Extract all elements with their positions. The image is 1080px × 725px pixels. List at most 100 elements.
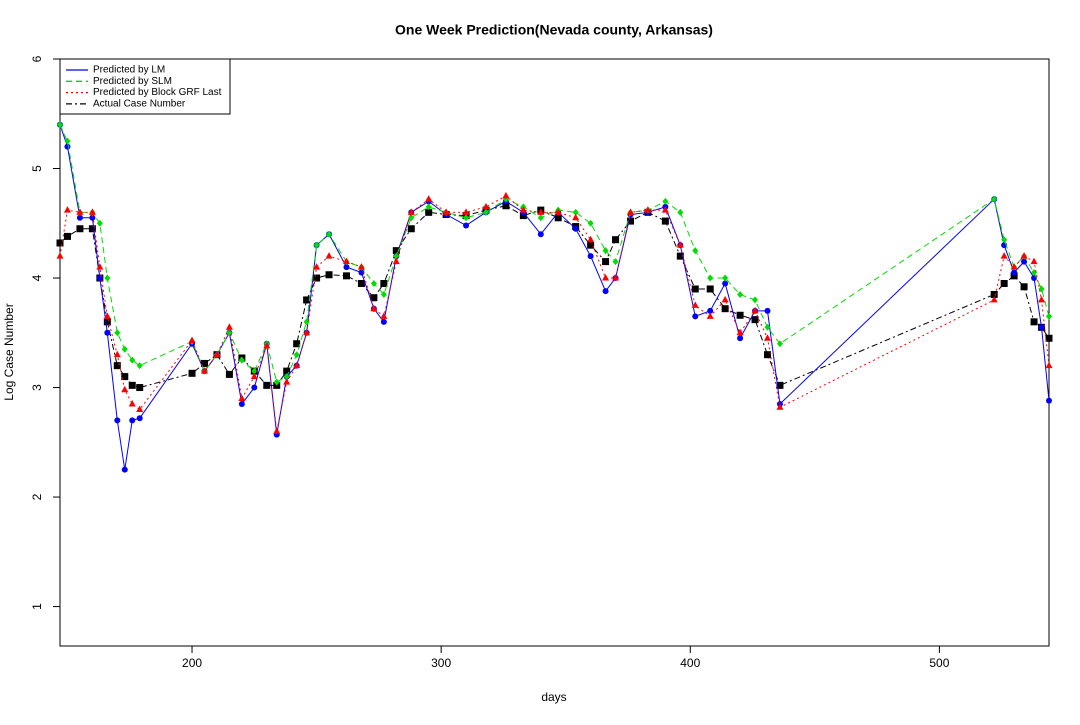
point xyxy=(313,241,320,249)
point xyxy=(763,351,771,359)
y-tick-label: 4 xyxy=(30,274,44,281)
legend-label: Predicted by Block GRF Last xyxy=(93,87,222,98)
point xyxy=(380,280,388,288)
y-tick-label: 5 xyxy=(30,165,44,172)
point xyxy=(737,335,744,342)
point xyxy=(407,208,415,215)
point xyxy=(587,253,594,260)
point xyxy=(57,121,63,129)
point xyxy=(88,225,96,233)
point xyxy=(1020,252,1028,259)
point xyxy=(407,225,415,233)
point xyxy=(114,417,121,424)
point xyxy=(313,274,321,282)
point xyxy=(502,202,510,210)
point xyxy=(357,263,365,270)
point xyxy=(662,197,669,205)
point xyxy=(776,381,784,389)
point xyxy=(136,405,144,412)
y-axis-label: Log Case Number xyxy=(2,303,16,400)
point xyxy=(676,241,684,248)
point xyxy=(1046,397,1052,404)
point xyxy=(751,306,759,314)
point xyxy=(442,208,450,215)
point xyxy=(63,232,71,240)
point xyxy=(776,403,784,410)
point xyxy=(706,312,714,319)
point xyxy=(1010,263,1018,270)
y-tick-label: 1 xyxy=(30,603,44,610)
point xyxy=(326,230,333,238)
x-tick-label: 500 xyxy=(929,656,949,670)
point xyxy=(56,252,64,259)
point xyxy=(1045,334,1053,342)
point xyxy=(626,208,634,215)
point xyxy=(661,206,669,213)
point xyxy=(691,285,699,293)
point xyxy=(188,369,196,377)
y-tick-label: 2 xyxy=(30,493,44,500)
x-tick-label: 300 xyxy=(431,656,451,670)
point xyxy=(188,336,196,343)
point xyxy=(293,351,300,359)
point xyxy=(96,219,103,227)
series-line xyxy=(59,205,1050,389)
point xyxy=(587,235,595,243)
point xyxy=(463,222,470,229)
point xyxy=(303,328,311,336)
point xyxy=(554,214,562,222)
point xyxy=(1038,295,1046,303)
point xyxy=(325,271,333,279)
point xyxy=(370,280,377,288)
point xyxy=(537,231,544,238)
point xyxy=(64,137,71,145)
point xyxy=(612,258,619,266)
point xyxy=(990,290,998,298)
point xyxy=(587,241,595,249)
point xyxy=(1038,324,1045,331)
point xyxy=(763,334,771,341)
point xyxy=(425,195,433,202)
point xyxy=(707,274,714,282)
point xyxy=(612,274,620,281)
point xyxy=(1001,236,1008,244)
point xyxy=(136,362,143,370)
point xyxy=(425,208,433,216)
point xyxy=(96,263,104,270)
point xyxy=(602,258,610,266)
point xyxy=(358,269,365,276)
point xyxy=(737,290,744,298)
y-tick-label: 3 xyxy=(30,384,44,391)
point xyxy=(736,328,744,336)
point xyxy=(370,304,378,312)
point xyxy=(342,257,350,265)
point xyxy=(76,208,84,215)
point xyxy=(721,305,729,313)
point xyxy=(764,323,771,331)
point xyxy=(752,296,759,304)
legend-label: Predicted by SLM xyxy=(93,76,172,87)
point xyxy=(283,378,291,385)
point xyxy=(104,329,111,336)
point xyxy=(519,206,527,213)
point xyxy=(722,274,729,282)
point xyxy=(692,247,699,255)
point xyxy=(644,206,652,213)
point xyxy=(343,264,350,271)
point xyxy=(572,208,579,216)
point xyxy=(103,318,111,326)
series-line xyxy=(59,124,1050,383)
x-axis-label: days xyxy=(541,690,566,704)
point xyxy=(238,394,246,401)
point xyxy=(273,427,281,434)
point xyxy=(136,384,144,392)
x-tick-label: 200 xyxy=(182,656,202,670)
point xyxy=(238,356,245,364)
point xyxy=(114,329,121,337)
point xyxy=(213,350,221,358)
point xyxy=(554,208,562,215)
point xyxy=(392,257,400,265)
point xyxy=(113,362,121,370)
point xyxy=(250,372,258,380)
